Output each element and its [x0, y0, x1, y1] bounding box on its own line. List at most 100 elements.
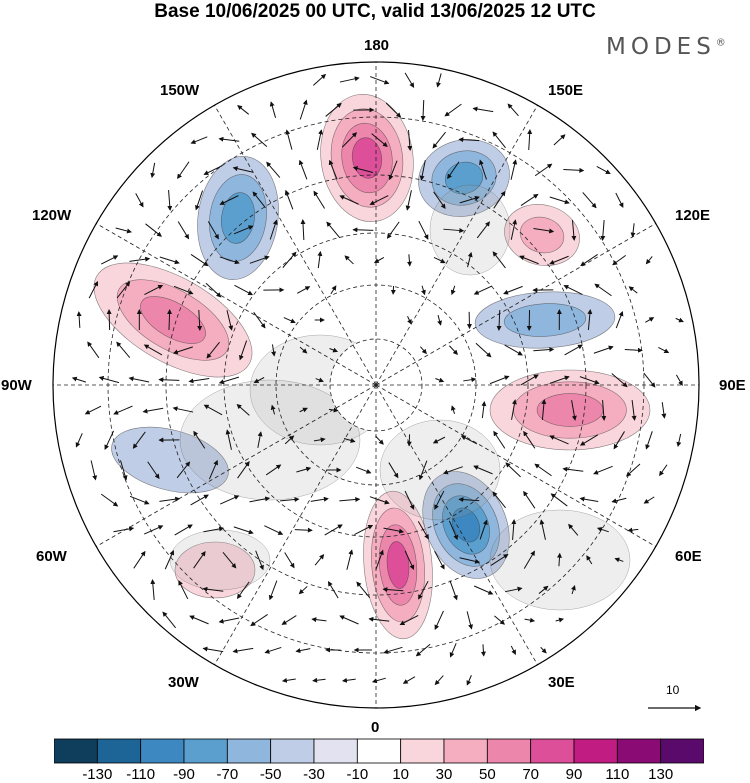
wind-vector: [432, 436, 446, 444]
wind-vector: [631, 400, 637, 421]
wind-vector: [479, 159, 487, 180]
wind-vector: [172, 406, 194, 413]
colorbar-tick-label: -130: [82, 766, 113, 783]
wind-vector: [173, 285, 194, 295]
land-mass: [489, 509, 631, 611]
graticule: [53, 62, 699, 708]
wind-vector: [420, 346, 427, 355]
wind-vector: [113, 405, 133, 415]
wind-vector: [676, 433, 682, 448]
wind-vector: [520, 193, 539, 206]
wind-vector: [159, 256, 180, 265]
colorbar-swatch: [96, 738, 142, 764]
wind-vector: [645, 317, 655, 323]
wind-vector: [203, 165, 223, 175]
wind-vector: [167, 309, 173, 331]
wind-vector: [555, 617, 564, 623]
lon-label-90e: 90E: [719, 377, 746, 394]
wind-vector: [298, 159, 308, 180]
wind-vector: [463, 377, 477, 383]
registered-mark: ®: [715, 37, 726, 49]
wind-vector: [556, 552, 562, 567]
wind-vector: [299, 346, 308, 354]
wind-vector: [190, 254, 209, 267]
wind-vector: [534, 163, 553, 177]
meridian: [375, 105, 538, 386]
wind-vector: [266, 161, 281, 178]
colorbar-tick-label: -110: [126, 766, 156, 783]
wind-vector: [503, 285, 523, 295]
wind-vector: [459, 557, 481, 564]
brand-text: MODES: [606, 34, 716, 60]
wind-vector: [562, 466, 584, 472]
meridian: [214, 384, 377, 665]
wind-vector: [316, 129, 324, 150]
wind-vector: [369, 195, 389, 205]
colorbar-swatch: [183, 738, 228, 764]
wind-vector: [434, 610, 444, 631]
colorbar-swatch: [140, 738, 185, 764]
wind-vector: [434, 490, 445, 510]
wind-vector: [435, 377, 445, 383]
wind-vector: [479, 519, 488, 540]
wind-vector: [106, 309, 112, 331]
wind-vector: [449, 643, 457, 658]
wind-vector: [339, 615, 359, 625]
wind-vector: [523, 490, 536, 509]
wind-vector: [220, 495, 240, 505]
wind-vector: [314, 553, 325, 566]
wind-vector: [448, 345, 458, 356]
wind-vector: [643, 496, 655, 504]
wind-vector: [164, 549, 175, 570]
wind-vector: [507, 103, 519, 117]
wind-vector: [473, 465, 493, 475]
meridian: [214, 105, 377, 386]
colorbar-tick-label: 10: [392, 766, 409, 783]
wind-vector: [284, 435, 295, 445]
wind-vector: [494, 615, 506, 625]
wind-vector: [519, 255, 539, 265]
wind-vector: [203, 526, 225, 533]
map-boundary: [52, 61, 700, 709]
wind-vector: [249, 496, 271, 503]
wind-vector: [473, 285, 493, 295]
wind-vector: [84, 405, 102, 415]
wind-vector: [675, 374, 683, 386]
lon-label-30w: 30W: [168, 674, 199, 691]
wind-vector: [538, 585, 549, 594]
wind-vector: [628, 286, 638, 294]
wind-vector: [355, 466, 372, 474]
wind-vector: [255, 550, 264, 571]
wind-vector: [533, 347, 555, 353]
wind-vector: [341, 132, 358, 148]
wind-vector: [417, 521, 429, 540]
wind-vector: [193, 430, 206, 449]
wind-vector: [282, 251, 297, 268]
wind-vector: [614, 557, 624, 563]
wind-vector: [658, 346, 670, 354]
wind-vector: [203, 404, 223, 416]
wind-vector: [268, 580, 278, 601]
wind-vector: [313, 437, 326, 443]
wind-vector: [405, 190, 412, 211]
anomaly-contour: [351, 137, 383, 179]
wind-vector: [218, 617, 240, 624]
colorbar: [54, 738, 704, 764]
lon-label-120e: 120E: [675, 207, 711, 224]
wind-vector: [232, 166, 254, 173]
colorbar-tick-label: 110: [605, 766, 630, 783]
wind-vector: [313, 190, 326, 209]
colorbar-swatch: [486, 738, 532, 764]
colorbar-tick-label: -30: [303, 766, 325, 783]
wind-vector: [189, 615, 209, 625]
wind-vector: [596, 166, 611, 174]
wind-vector: [253, 377, 265, 383]
wind-vector: [675, 317, 684, 323]
colorbar-swatch: [530, 738, 575, 764]
wind-vector: [190, 136, 208, 145]
wind-vector: [280, 497, 300, 502]
wind-vector: [447, 161, 460, 180]
wind-vector: [368, 616, 390, 622]
anomaly-contour: [140, 296, 206, 344]
lon-label-150e: 150E: [548, 82, 584, 99]
